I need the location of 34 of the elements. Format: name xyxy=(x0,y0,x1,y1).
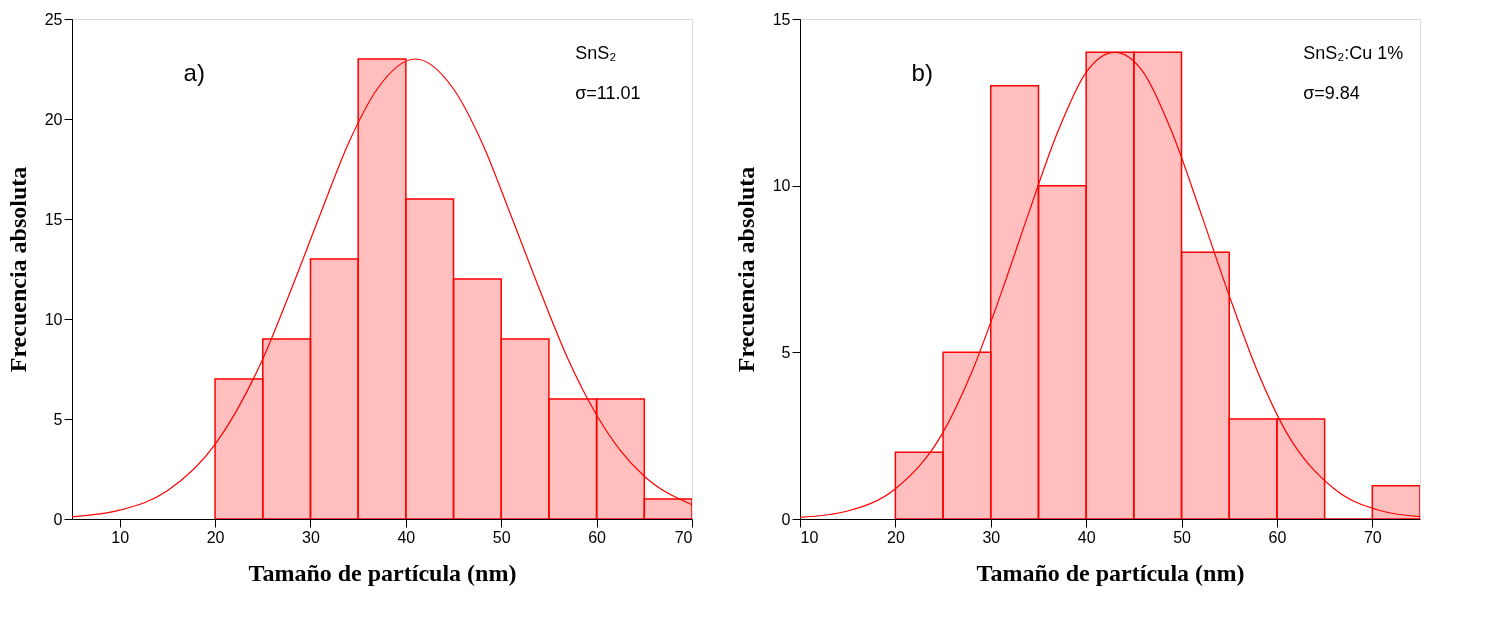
x-tick-label: 20 xyxy=(886,528,905,546)
x-axis-title: Tamaño de partícula (nm) xyxy=(976,559,1245,586)
annotation: σ=11.01 xyxy=(575,83,641,103)
y-axis-title: Frecuencia absoluta xyxy=(732,166,759,373)
y-tick-label: 5 xyxy=(781,343,791,361)
y-tick-label: 15 xyxy=(772,10,791,28)
x-tick-label: 20 xyxy=(206,528,225,546)
x-tick-label: 30 xyxy=(302,528,320,546)
y-tick-label: 0 xyxy=(53,510,63,528)
x-axis-title: Tamaño de partícula (nm) xyxy=(248,559,517,586)
x-tick-label: 30 xyxy=(982,528,1001,546)
y-tick-label: 15 xyxy=(44,210,63,228)
y-tick-label: 0 xyxy=(781,510,791,528)
annotation: SnS₂:Cu 1% xyxy=(1303,43,1404,63)
x-tick-label: 10 xyxy=(800,528,819,546)
y-axis-title: Frecuencia absoluta xyxy=(4,166,31,373)
x-tick-label: 70 xyxy=(1363,528,1382,546)
x-tick-label: 10 xyxy=(111,528,130,546)
y-tick-label: 5 xyxy=(53,410,63,428)
y-tick-label: 25 xyxy=(44,10,63,28)
x-tick-label: 60 xyxy=(588,528,607,546)
x-tick-label: 60 xyxy=(1268,528,1287,546)
annotation: SnS₂ xyxy=(575,43,617,63)
annotation: b) xyxy=(911,59,933,86)
x-tick-label: 40 xyxy=(397,528,416,546)
y-tick-label: 10 xyxy=(44,310,63,328)
x-tick-label: 70 xyxy=(674,528,693,546)
annotation: σ=9.84 xyxy=(1303,83,1360,103)
x-tick-label: 40 xyxy=(1077,528,1096,546)
x-tick-label: 50 xyxy=(1173,528,1192,546)
x-tick-label: 50 xyxy=(492,528,511,546)
y-tick-label: 20 xyxy=(44,110,63,128)
y-tick-label: 10 xyxy=(772,177,791,195)
annotation: a) xyxy=(183,59,205,86)
